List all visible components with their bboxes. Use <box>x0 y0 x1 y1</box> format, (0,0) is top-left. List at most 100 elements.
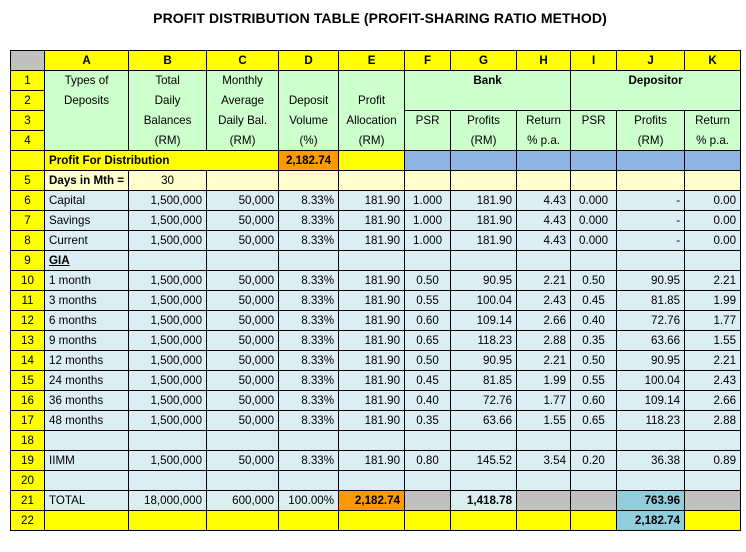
cell-c[interactable]: 50,000 <box>206 270 280 291</box>
cell-k[interactable]: 2.21 <box>684 270 742 291</box>
cell[interactable] <box>404 170 452 191</box>
row-number[interactable]: 19 <box>10 450 45 471</box>
header-cell[interactable]: Deposits <box>43 90 130 111</box>
row-number[interactable]: 21 <box>10 490 45 511</box>
cell-d[interactable]: 8.33% <box>278 410 340 431</box>
cell[interactable] <box>206 510 280 531</box>
cell-c[interactable]: 50,000 <box>206 230 280 251</box>
cell[interactable] <box>43 510 130 531</box>
header-cell[interactable]: Profits <box>450 110 518 131</box>
cell[interactable] <box>128 510 208 531</box>
row-number[interactable]: 7 <box>10 210 45 231</box>
cell[interactable] <box>338 170 406 191</box>
row-number[interactable]: 8 <box>10 230 45 251</box>
cell[interactable] <box>450 170 518 191</box>
cell-b[interactable]: 1,500,000 <box>128 350 208 371</box>
cell-j[interactable]: 90.95 <box>616 270 686 291</box>
cell-a[interactable]: 6 months <box>43 310 130 331</box>
cell-e[interactable]: 181.90 <box>338 190 406 211</box>
row-number[interactable]: 6 <box>10 190 45 211</box>
cell[interactable] <box>570 150 618 171</box>
row-number[interactable]: 17 <box>10 410 45 431</box>
cell-h[interactable]: 3.54 <box>516 450 572 471</box>
cell-j[interactable]: 36.38 <box>616 450 686 471</box>
cell[interactable] <box>516 170 572 191</box>
column-header-b[interactable]: B <box>128 50 208 71</box>
cell-b[interactable]: 1,500,000 <box>128 290 208 311</box>
cell-j[interactable]: 109.14 <box>616 390 686 411</box>
row-number[interactable]: 9 <box>10 250 45 271</box>
cell-d[interactable]: 8.33% <box>278 370 340 391</box>
cell[interactable] <box>684 170 742 191</box>
days-in-month-value[interactable]: 30 <box>128 170 208 191</box>
cell-c[interactable]: 50,000 <box>206 310 280 331</box>
row-number[interactable]: 10 <box>10 270 45 291</box>
column-header-j[interactable]: J <box>616 50 686 71</box>
row-number[interactable]: 1 <box>10 70 45 91</box>
header-cell[interactable]: Balances <box>128 110 208 131</box>
row-number[interactable]: 3 <box>10 110 45 131</box>
cell[interactable] <box>616 170 686 191</box>
cell-e[interactable] <box>338 430 406 451</box>
row-number[interactable]: 20 <box>10 470 45 491</box>
cell-j[interactable] <box>616 250 686 271</box>
cell-f[interactable] <box>404 250 452 271</box>
cell-i[interactable]: 0.60 <box>570 390 618 411</box>
cell-b[interactable]: 1,500,000 <box>128 390 208 411</box>
cell-d[interactable] <box>278 430 340 451</box>
cell-a[interactable]: 48 months <box>43 410 130 431</box>
cell-i[interactable] <box>570 470 618 491</box>
cell-h[interactable] <box>516 430 572 451</box>
cell[interactable] <box>570 490 618 511</box>
cell[interactable] <box>206 170 280 191</box>
cell-g[interactable]: 100.04 <box>450 290 518 311</box>
cell-i[interactable] <box>570 250 618 271</box>
column-header-f[interactable]: F <box>404 50 452 71</box>
cell-a[interactable] <box>43 430 130 451</box>
cell[interactable] <box>570 170 618 191</box>
cell-c[interactable] <box>206 430 280 451</box>
cell-b[interactable]: 1,500,000 <box>128 310 208 331</box>
header-cell[interactable] <box>338 70 406 91</box>
grand-total-value[interactable]: 2,182.74 <box>616 510 686 531</box>
cell[interactable] <box>404 150 452 171</box>
column-header-a[interactable]: A <box>43 50 130 71</box>
header-cell[interactable]: Return <box>684 110 742 131</box>
cell-b[interactable] <box>128 430 208 451</box>
column-header-c[interactable]: C <box>206 50 280 71</box>
cell-f[interactable]: 0.80 <box>404 450 452 471</box>
cell-j[interactable]: - <box>616 190 686 211</box>
row-number[interactable]: 2 <box>10 90 45 111</box>
cell-g[interactable]: 181.90 <box>450 210 518 231</box>
cell-d[interactable]: 8.33% <box>278 390 340 411</box>
cell-f[interactable]: 0.60 <box>404 310 452 331</box>
column-header-h[interactable]: H <box>516 50 572 71</box>
header-cell[interactable]: Total <box>128 70 208 91</box>
cell-e[interactable]: 181.90 <box>338 210 406 231</box>
row-number[interactable] <box>10 150 45 171</box>
cell-k[interactable]: 0.00 <box>684 210 742 231</box>
cell-f[interactable]: 1.000 <box>404 210 452 231</box>
cell-d[interactable]: 8.33% <box>278 350 340 371</box>
cell-g[interactable]: 181.90 <box>450 230 518 251</box>
cell-h[interactable]: 2.43 <box>516 290 572 311</box>
row-number[interactable]: 4 <box>10 130 45 151</box>
cell-i[interactable]: 0.40 <box>570 310 618 331</box>
cell-c[interactable]: 50,000 <box>206 190 280 211</box>
cell-f[interactable]: 0.55 <box>404 290 452 311</box>
cell-f[interactable]: 1.000 <box>404 230 452 251</box>
cell-f[interactable]: 1.000 <box>404 190 452 211</box>
bank-group-header[interactable]: Bank <box>404 70 572 111</box>
cell-b[interactable]: 1,500,000 <box>128 270 208 291</box>
cell-b[interactable]: 1,500,000 <box>128 230 208 251</box>
cell-a[interactable] <box>43 470 130 491</box>
cell-k[interactable]: 2.21 <box>684 350 742 371</box>
cell-b[interactable]: 1,500,000 <box>128 370 208 391</box>
header-cell[interactable] <box>570 130 618 151</box>
cell-a[interactable]: Capital <box>43 190 130 211</box>
cell-k[interactable] <box>684 470 742 491</box>
cell-a[interactable]: 9 months <box>43 330 130 351</box>
row-number[interactable]: 13 <box>10 330 45 351</box>
total-bank-profits[interactable]: 1,418.78 <box>450 490 518 511</box>
header-cell[interactable]: Allocation <box>338 110 406 131</box>
